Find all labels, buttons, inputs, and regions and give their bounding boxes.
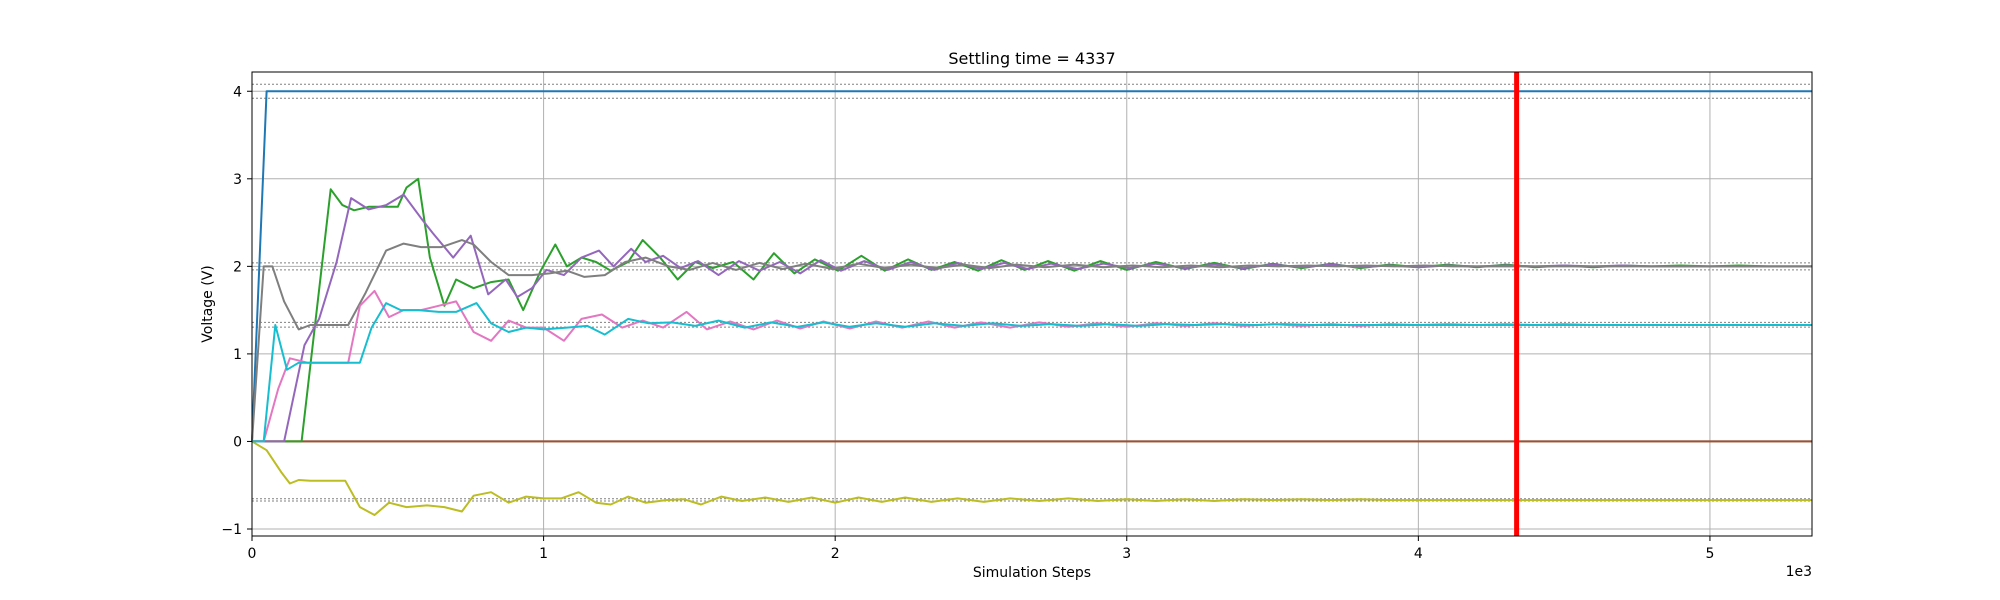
series-line-4: [252, 177, 1812, 443]
plot-frame: [251, 71, 1813, 537]
series-line-9: [252, 302, 1812, 443]
series-line-5: [252, 193, 1812, 443]
tolerance-band-layer: [252, 83, 1812, 502]
series-line-1: [251, 90, 1812, 442]
chart-title: Settling time = 4337: [948, 49, 1115, 68]
series-line-8: [251, 440, 1812, 516]
x-tick-label: 5: [1705, 546, 1714, 562]
series-line-7: [252, 289, 1812, 443]
grid-layer: [251, 72, 1812, 536]
y-tick-label: 1: [233, 347, 242, 363]
x-axis-multiplier: 1e3: [1786, 564, 1812, 580]
tick-layer: 0 1 2 3 4 5 −1 0 1 2 3 4: [221, 84, 1714, 562]
y-axis-label: Voltage (V): [200, 265, 216, 342]
x-tick-label: 0: [248, 546, 257, 562]
y-tick-label: 0: [233, 434, 242, 450]
series-layer: [251, 90, 1812, 516]
series-line-6: [251, 239, 1812, 442]
x-axis-label: Simulation Steps: [973, 565, 1091, 581]
y-tick-label: 2: [233, 259, 242, 275]
y-tick-label: −1: [221, 522, 242, 538]
x-tick-label: 3: [1122, 546, 1131, 562]
y-tick-label: 3: [233, 172, 242, 188]
x-tick-label: 1: [539, 546, 548, 562]
x-tick-label: 4: [1414, 546, 1423, 562]
x-tick-label: 2: [831, 546, 840, 562]
y-tick-label: 4: [233, 84, 242, 100]
